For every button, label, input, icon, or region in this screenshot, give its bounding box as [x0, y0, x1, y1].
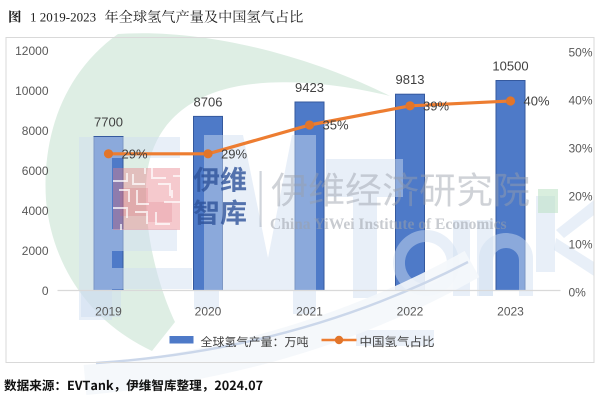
- svg-text:8706: 8706: [194, 94, 223, 109]
- svg-text:2019: 2019: [95, 304, 122, 318]
- svg-text:40%: 40%: [524, 94, 550, 109]
- svg-text:20%: 20%: [569, 189, 593, 203]
- svg-text:0: 0: [42, 284, 49, 298]
- svg-text:10500: 10500: [492, 59, 528, 74]
- svg-text:2023: 2023: [497, 304, 524, 318]
- svg-text:12000: 12000: [15, 44, 49, 58]
- svg-text:2000: 2000: [22, 244, 49, 258]
- svg-text:1 2019-2023: 1 2019-2023: [30, 10, 96, 25]
- svg-text:2020: 2020: [195, 304, 222, 318]
- svg-text:39%: 39%: [423, 98, 449, 113]
- svg-text:8000: 8000: [22, 124, 49, 138]
- svg-text:2021: 2021: [296, 304, 323, 318]
- svg-text:4000: 4000: [22, 204, 49, 218]
- svg-text:7700: 7700: [94, 115, 123, 130]
- svg-text:9813: 9813: [396, 72, 425, 87]
- svg-text:China YiWei Institute of Econo: China YiWei Institute of Economics: [270, 216, 507, 233]
- svg-text:29%: 29%: [221, 146, 247, 161]
- svg-text:6000: 6000: [22, 164, 49, 178]
- svg-text:40%: 40%: [569, 93, 593, 107]
- svg-text:10%: 10%: [569, 237, 593, 251]
- svg-text:10000: 10000: [15, 84, 49, 98]
- svg-text:9423: 9423: [295, 80, 324, 95]
- svg-text:35%: 35%: [323, 118, 349, 133]
- svg-text:50%: 50%: [569, 45, 593, 59]
- svg-text:0%: 0%: [569, 285, 587, 299]
- svg-text:2022: 2022: [397, 304, 424, 318]
- svg-text:30%: 30%: [569, 141, 593, 155]
- svg-text:29%: 29%: [122, 146, 148, 161]
